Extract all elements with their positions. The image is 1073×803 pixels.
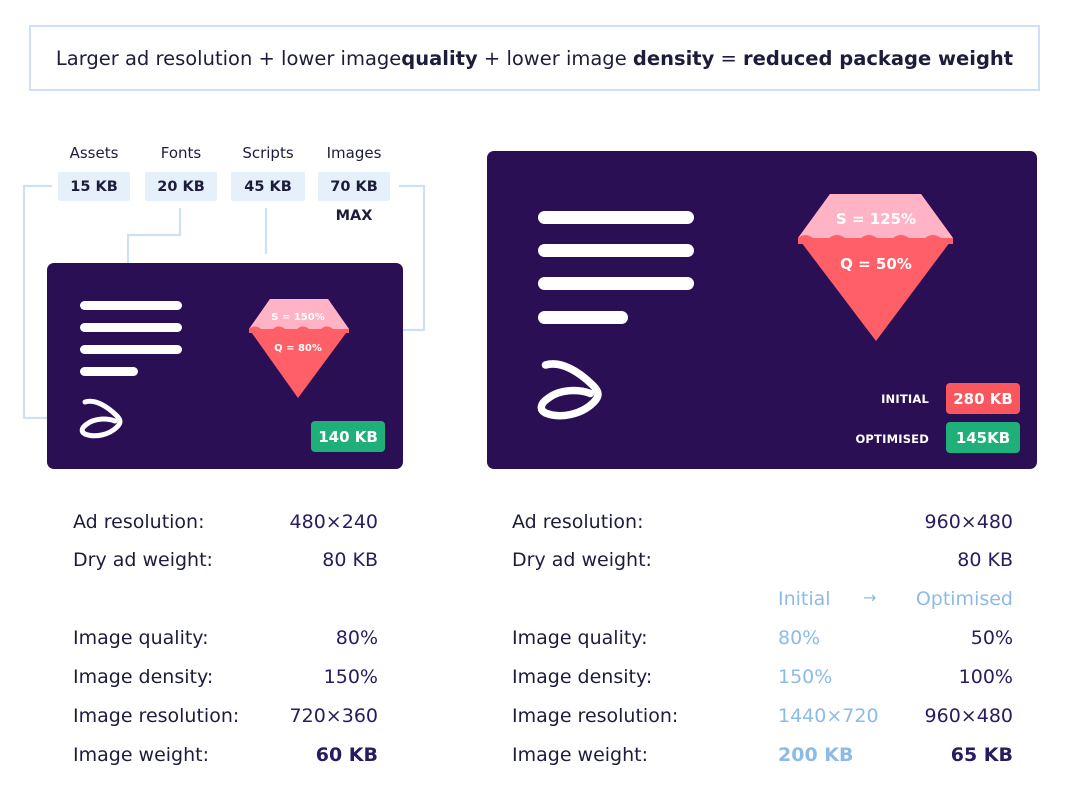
text-line-placeholder (80, 367, 138, 376)
headline-bold-density: density (632, 46, 715, 70)
stat-value-dry-weight: 80 KB (322, 549, 378, 571)
gem-icon: S = 125% Q = 50% (798, 194, 953, 341)
initial-column-header: Initial (778, 588, 831, 610)
text-line-placeholder (80, 323, 182, 332)
stat-label-dry-weight: Dry ad weight: (512, 549, 652, 571)
headline-bold-quality: quality (401, 46, 478, 70)
ad-logo-icon (537, 360, 602, 420)
text-line-placeholder (80, 301, 182, 310)
stat-label-image-resolution: Image resolution: (512, 705, 679, 727)
stat-optimised-image-weight: 65 KB (950, 744, 1013, 766)
large-ad-preview: S = 125% Q = 50% INITIAL 280 KB OPTIMISE… (487, 151, 1037, 469)
stat-label-dry-weight: Dry ad weight: (73, 549, 213, 571)
asset-label-fonts: Fonts (160, 144, 202, 162)
stat-optimised-image-density: 100% (958, 666, 1013, 688)
asset-label-assets: Assets (69, 144, 119, 162)
small-ad-preview: S = 150% Q = 80% 140 KB (47, 263, 403, 469)
text-line-placeholder (538, 244, 694, 257)
text-line-placeholder (538, 311, 628, 324)
stat-label-image-resolution: Image resolution: (73, 705, 240, 727)
asset-label-images: Images (326, 144, 382, 162)
stat-initial-image-density: 150% (778, 666, 833, 688)
stat-value-ad-resolution: 960×480 (924, 511, 1013, 533)
gem-size-label: S = 150% (271, 312, 324, 323)
gem-icon: S = 150% Q = 80% (249, 299, 349, 398)
gem-size-label: S = 125% (836, 210, 916, 228)
stat-optimised-image-quality: 50% (970, 627, 1013, 649)
gem-quality-label: Q = 80% (274, 343, 322, 354)
optimised-column-header: Optimised (915, 588, 1013, 610)
optimised-label: OPTIMISED (855, 432, 929, 446)
stat-value-image-weight: 60 KB (315, 744, 378, 766)
stat-label-image-quality: Image quality: (512, 627, 648, 649)
asset-size-scripts: 45 KB (231, 172, 305, 201)
optimised-weight-badge: 145KB (946, 422, 1020, 453)
stat-value-ad-resolution: 480×240 (289, 511, 378, 533)
stat-label-ad-resolution: Ad resolution: (512, 511, 644, 533)
stat-label-image-density: Image density: (512, 666, 653, 688)
stat-label-image-weight: Image weight: (512, 744, 649, 766)
headline-banner: Larger ad resolution + lower image quali… (29, 25, 1040, 91)
asset-size-fonts: 20 KB (145, 172, 217, 201)
stat-value-image-quality: 80% (335, 627, 378, 649)
stat-value-image-resolution: 720×360 (289, 705, 378, 727)
text-line-placeholder (538, 211, 694, 224)
small-ad-weight-badge: 140 KB (311, 421, 385, 452)
headline-bold-result: reduced package weight (743, 46, 1014, 70)
headline-text-2: + lower image (477, 46, 633, 70)
text-line-placeholder (80, 345, 182, 354)
gem-quality-label: Q = 50% (840, 255, 912, 273)
stat-initial-image-quality: 80% (778, 627, 821, 649)
initial-label: INITIAL (881, 392, 929, 406)
stat-value-image-density: 150% (323, 666, 378, 688)
stat-value-dry-weight: 80 KB (957, 549, 1013, 571)
stat-label-image-density: Image density: (73, 666, 214, 688)
stat-label-ad-resolution: Ad resolution: (73, 511, 205, 533)
asset-size-images: 70 KB (318, 172, 390, 201)
stat-label-image-quality: Image quality: (73, 627, 209, 649)
headline-text-3: = (714, 46, 744, 70)
initial-weight-badge: 280 KB (946, 383, 1020, 414)
headline-text-1: Larger ad resolution + lower image (55, 46, 402, 70)
asset-label-scripts: Scripts (242, 144, 294, 162)
text-line-placeholder (538, 277, 694, 290)
stat-optimised-image-resolution: 960×480 (924, 705, 1013, 727)
images-max-note: MAX (335, 208, 373, 224)
asset-size-assets: 15 KB (58, 172, 130, 201)
ad-logo-icon (79, 398, 123, 439)
stat-initial-image-weight: 200 KB (778, 744, 854, 766)
arrow-right-icon: → (863, 588, 877, 607)
stat-initial-image-resolution: 1440×720 (778, 705, 879, 727)
stat-label-image-weight: Image weight: (73, 744, 210, 766)
